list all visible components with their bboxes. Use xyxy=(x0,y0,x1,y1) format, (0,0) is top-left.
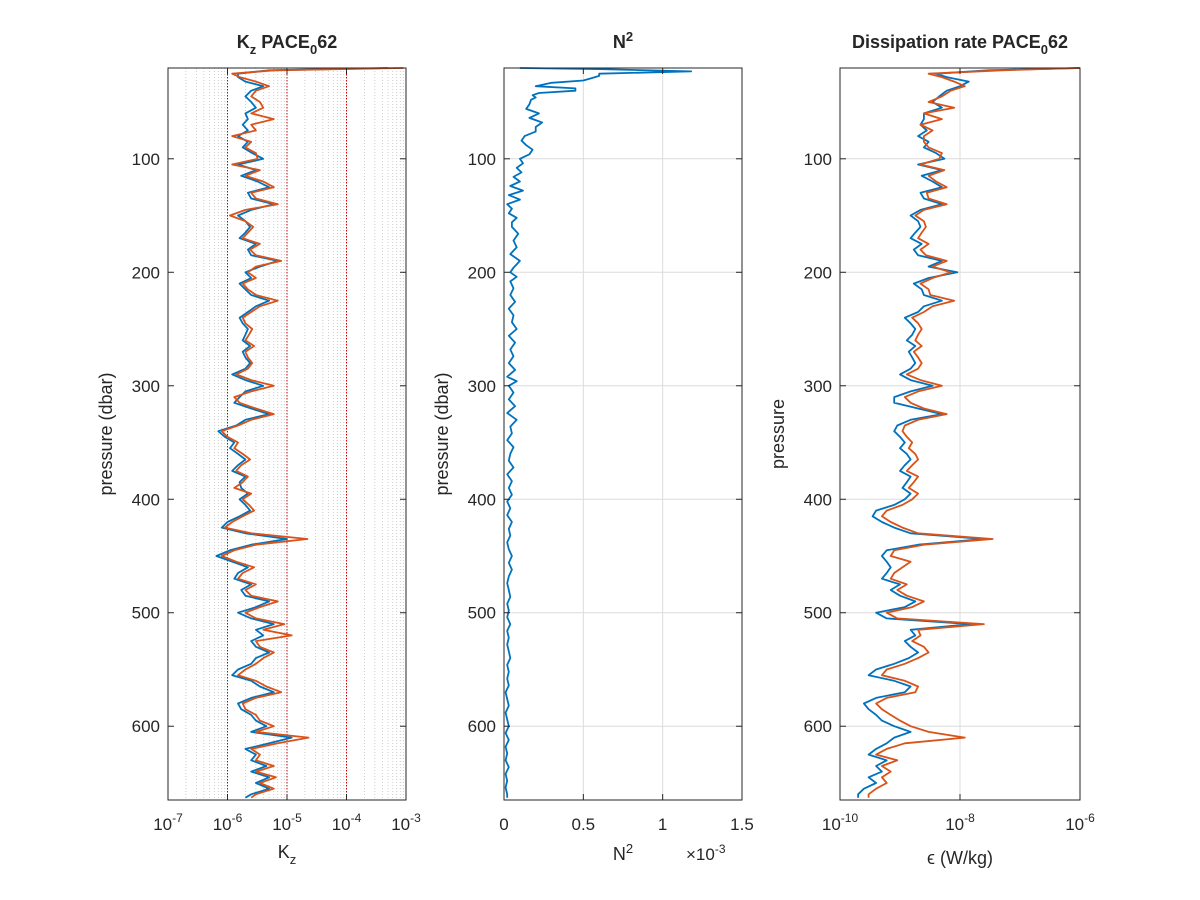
dissipation-y-axis-label: pressure xyxy=(768,399,788,469)
eps-x-tick-label: 10-8 xyxy=(945,811,975,834)
kz-series-line-2 xyxy=(220,67,404,799)
n2-x-tick-label: 0 xyxy=(499,815,508,834)
n2-x-axis-label: N2 xyxy=(613,841,633,864)
kz-series-lines xyxy=(215,67,404,799)
n2-y-tick-label: 200 xyxy=(468,263,496,282)
kz-y-tick-label: 600 xyxy=(132,717,160,736)
kz-x-tick-label: 10-5 xyxy=(272,811,302,834)
eps-y-tick-label: 100 xyxy=(804,150,832,169)
eps-y-tick-label: 300 xyxy=(804,377,832,396)
n2-ticks: 100 200 300 400 500 600 0 0.5 1 1.5 xyxy=(468,68,754,834)
eps-y-tick-label: 600 xyxy=(804,717,832,736)
dissipation-ticks: 100 200 300 400 500 600 10-10 10-8 10-6 xyxy=(804,68,1095,834)
eps-series-line-2 xyxy=(867,67,1081,798)
n2-y-tick-label: 300 xyxy=(468,377,496,396)
kz-x-tick-label: 10-4 xyxy=(332,811,362,834)
eps-y-tick-label: 500 xyxy=(804,604,832,623)
eps-x-tick-label: 10-6 xyxy=(1065,811,1095,834)
n2-y-tick-label: 400 xyxy=(468,490,496,509)
n2-y-axis-label: pressure (dbar) xyxy=(432,372,452,495)
n2-series-lines xyxy=(504,67,693,798)
kz-panel: 100 200 300 400 500 600 10-7 10-6 10-5 10-4 10-3 K… xyxy=(96,32,421,867)
n2-y-tick-label: 500 xyxy=(468,604,496,623)
eps-x-tick-label: 10-10 xyxy=(822,811,859,834)
kz-x-tick-label: 10-7 xyxy=(153,811,183,834)
dissipation-panel: 100 200 300 400 500 600 10-10 10-8 10-6 Dissipat… xyxy=(768,32,1095,868)
n2-series-line-1 xyxy=(504,67,693,798)
kz-reference-lines xyxy=(227,68,347,800)
eps-y-tick-label: 400 xyxy=(804,490,832,509)
dissipation-series-lines xyxy=(857,67,1081,798)
kz-x-tick-label: 10-6 xyxy=(213,811,243,834)
n2-title: N2 xyxy=(613,29,633,52)
kz-y-tick-label: 100 xyxy=(132,150,160,169)
kz-title: Kz PACE062 xyxy=(237,32,337,57)
n2-y-tick-label: 600 xyxy=(468,717,496,736)
n2-x-multiplier: ×10-3 xyxy=(686,842,726,864)
n2-x-tick-label: 0.5 xyxy=(572,815,596,834)
kz-y-tick-label: 300 xyxy=(132,377,160,396)
kz-y-tick-label: 400 xyxy=(132,490,160,509)
n2-axes-box xyxy=(503,67,743,801)
kz-y-tick-label: 200 xyxy=(132,263,160,282)
kz-x-tick-label: 10-3 xyxy=(391,811,421,834)
dissipation-title: Dissipation rate PACE062 xyxy=(852,32,1068,57)
kz-ticks: 100 200 300 400 500 600 10-7 10-6 10-5 10-4 10-3 xyxy=(132,68,421,834)
n2-plot-area xyxy=(504,68,742,800)
kz-x-axis-label: Kz xyxy=(278,842,297,867)
n2-x-tick-label: 1.5 xyxy=(730,815,754,834)
kz-y-axis-label: pressure (dbar) xyxy=(96,372,116,495)
n2-panel: 100 200 300 400 500 600 0 0.5 1 1.5 N2 N2 ×10-3 p… xyxy=(432,29,754,864)
n2-y-tick-label: 100 xyxy=(468,150,496,169)
eps-series-line-1 xyxy=(857,67,1081,798)
n2-x-tick-label: 1 xyxy=(658,815,667,834)
kz-y-tick-label: 500 xyxy=(132,604,160,623)
dissipation-x-axis-label: ϵ (W/kg) xyxy=(927,848,993,868)
eps-y-tick-label: 200 xyxy=(804,263,832,282)
